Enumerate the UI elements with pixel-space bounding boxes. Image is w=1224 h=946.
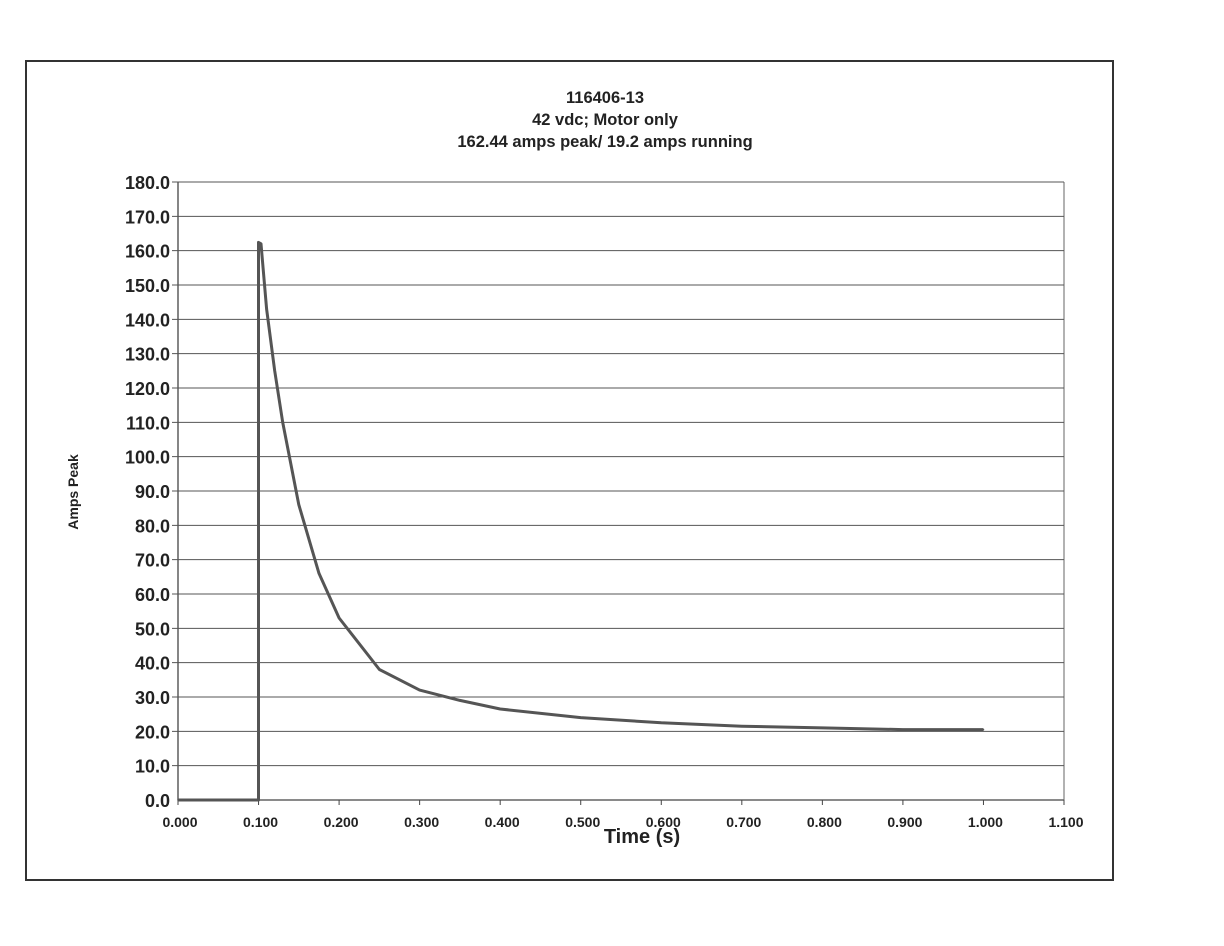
y-tick-label: 110.0 xyxy=(126,413,170,433)
chart-title-line-2: 42 vdc; Motor only xyxy=(532,111,679,129)
y-tick-label: 10.0 xyxy=(135,757,170,777)
data-point xyxy=(660,721,663,724)
data-point xyxy=(338,617,340,619)
y-tick-label: 50.0 xyxy=(135,619,170,639)
x-tick-label: 0.700 xyxy=(726,814,761,830)
data-point xyxy=(260,243,262,245)
data-point xyxy=(265,308,268,310)
x-tick-label: 0.200 xyxy=(324,814,359,830)
y-tick-label: 180.0 xyxy=(125,173,170,193)
y-tick-label: 160.0 xyxy=(125,242,170,262)
y-tick-label: 150.0 xyxy=(125,276,170,296)
y-tick-label: 170.0 xyxy=(125,207,170,227)
y-tick-label: 20.0 xyxy=(135,722,170,742)
data-point xyxy=(579,716,582,719)
data-point xyxy=(318,572,320,575)
data-point xyxy=(821,727,824,729)
data-point xyxy=(273,370,276,372)
x-tick-label: 0.400 xyxy=(485,814,520,830)
y-tick-label: 130.0 xyxy=(125,345,170,365)
data-point xyxy=(257,241,260,244)
y-tick-label: 90.0 xyxy=(135,482,170,502)
chart-title-line-1: 116406-13 xyxy=(566,89,644,107)
data-point xyxy=(281,421,284,424)
x-tick-label: 0.300 xyxy=(404,814,439,830)
data-point xyxy=(418,689,421,691)
y-axis-label: Amps Peak xyxy=(65,454,81,530)
data-point xyxy=(378,668,381,671)
y-tick-label: 0.0 xyxy=(145,791,170,811)
y-tick-label: 100.0 xyxy=(125,448,170,468)
data-point xyxy=(298,503,300,506)
y-tick-label: 40.0 xyxy=(135,654,170,674)
x-tick-label: 1.100 xyxy=(1048,814,1083,830)
chart-frame xyxy=(25,60,1114,881)
y-tick-label: 30.0 xyxy=(135,688,170,708)
x-axis-label: Time (s) xyxy=(604,826,680,848)
y-tick-label: 80.0 xyxy=(135,516,170,536)
x-tick-label: 0.600 xyxy=(646,814,681,830)
y-tick-label: 120.0 xyxy=(125,379,170,399)
x-tick-label: 0.500 xyxy=(565,814,600,830)
series-line xyxy=(178,240,984,802)
data-point xyxy=(741,725,743,727)
x-tick-label: 0.900 xyxy=(887,814,922,830)
data-point xyxy=(902,728,904,731)
x-tick-label: 1.000 xyxy=(968,814,1003,830)
data-point xyxy=(459,699,461,702)
x-tick-label: 0.800 xyxy=(807,814,842,830)
data-point xyxy=(177,799,179,801)
data-point xyxy=(257,799,260,801)
data-point xyxy=(499,708,501,710)
y-tick-label: 60.0 xyxy=(135,585,170,605)
x-tick-label: 0.100 xyxy=(243,814,278,830)
y-tick-label: 70.0 xyxy=(135,551,170,571)
x-tick-label: 0.000 xyxy=(162,814,197,830)
y-tick-label: 140.0 xyxy=(125,310,170,330)
data-point xyxy=(982,728,985,731)
chart-title-line-3: 162.44 amps peak/ 19.2 amps running xyxy=(457,133,752,151)
